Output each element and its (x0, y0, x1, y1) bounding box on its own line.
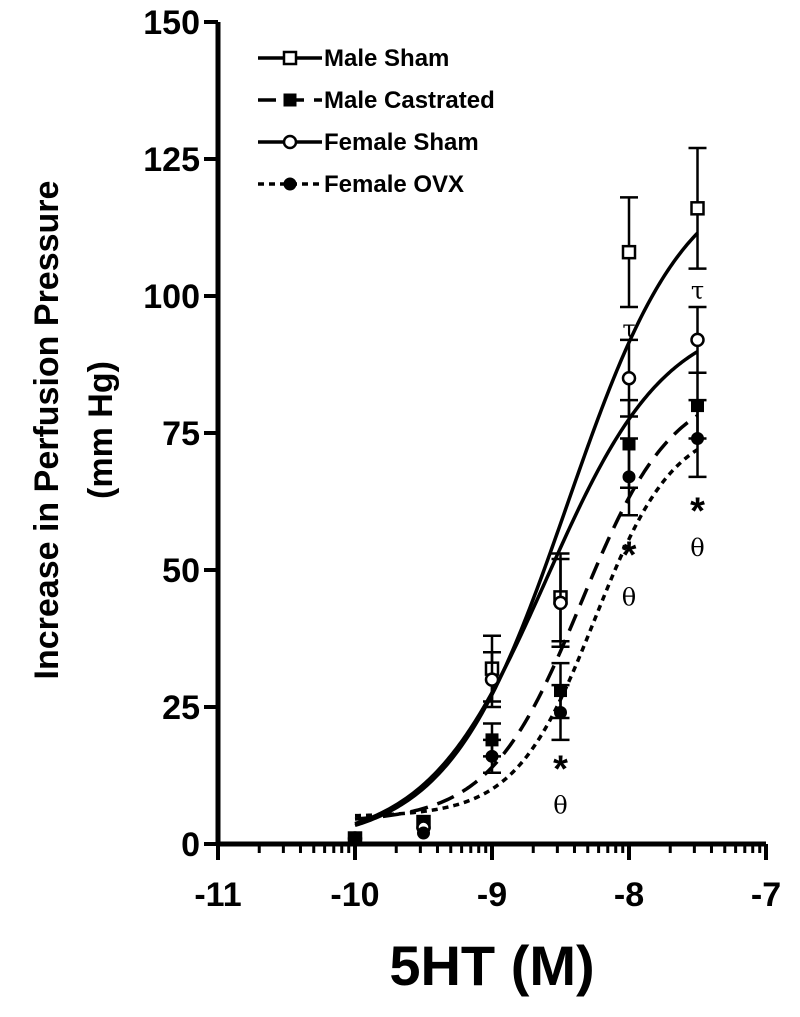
data-point (484, 672, 500, 687)
y-axis-title-line2: (mm Hg) (82, 361, 120, 499)
significance-symbol: τ (622, 315, 635, 343)
x-tick-label: -7 (751, 876, 781, 914)
data-point (621, 370, 637, 386)
legend-label: Male Sham (324, 45, 449, 72)
fit-curve (354, 350, 699, 826)
fit-curve (354, 231, 699, 828)
significance-star: * (690, 491, 705, 533)
x-axis-title: 5HT (M) (389, 934, 594, 997)
data-point (282, 134, 298, 150)
data-point (690, 201, 705, 216)
significance-star: * (553, 748, 568, 790)
y-tick-label: 25 (162, 689, 200, 727)
legend-label: Female OVX (324, 171, 464, 198)
legend-label: Male Castrated (324, 87, 495, 114)
axes: 0 25 50 75 100 125 150 -11 -10 -9 -8 -7 (143, 4, 781, 914)
y-tick-label: 125 (143, 141, 200, 179)
significance-star: * (622, 535, 637, 577)
data-point (485, 749, 499, 763)
x-tick-label: -11 (194, 876, 241, 914)
data-point (622, 470, 636, 484)
data-point (283, 93, 297, 107)
data-point (348, 832, 362, 846)
significance-symbol: θ (690, 534, 704, 562)
x-tick-label: -9 (477, 876, 507, 914)
data-points (347, 146, 707, 846)
data-point (282, 50, 298, 66)
significance-symbol: θ (622, 583, 636, 611)
data-point (553, 595, 568, 611)
annotations: ττ*θ*θ*θ (553, 277, 705, 820)
y-tick-label: 75 (162, 415, 200, 453)
significance-symbol: τ (691, 277, 704, 305)
data-point (691, 431, 704, 445)
data-point (554, 705, 567, 719)
y-tick-label: 50 (162, 552, 200, 590)
data-point (690, 332, 705, 348)
y-tick-label: 150 (143, 4, 200, 42)
legend-label: Female Sham (324, 129, 479, 156)
legend: Male Sham Male Castrated Female Sham Female… (258, 45, 495, 198)
data-point (417, 826, 430, 840)
fit-curves (354, 231, 699, 828)
x-tick-label: -8 (614, 876, 644, 914)
y-tick-label: 100 (143, 278, 200, 316)
data-point (283, 177, 297, 191)
data-point (621, 244, 637, 260)
fit-curve (354, 448, 699, 818)
y-tick-label: 0 (181, 826, 200, 864)
x-tick-label: -10 (330, 876, 379, 914)
significance-symbol: θ (553, 792, 567, 820)
y-axis-title-line1: Increase in Perfusion Pressure (28, 181, 66, 680)
